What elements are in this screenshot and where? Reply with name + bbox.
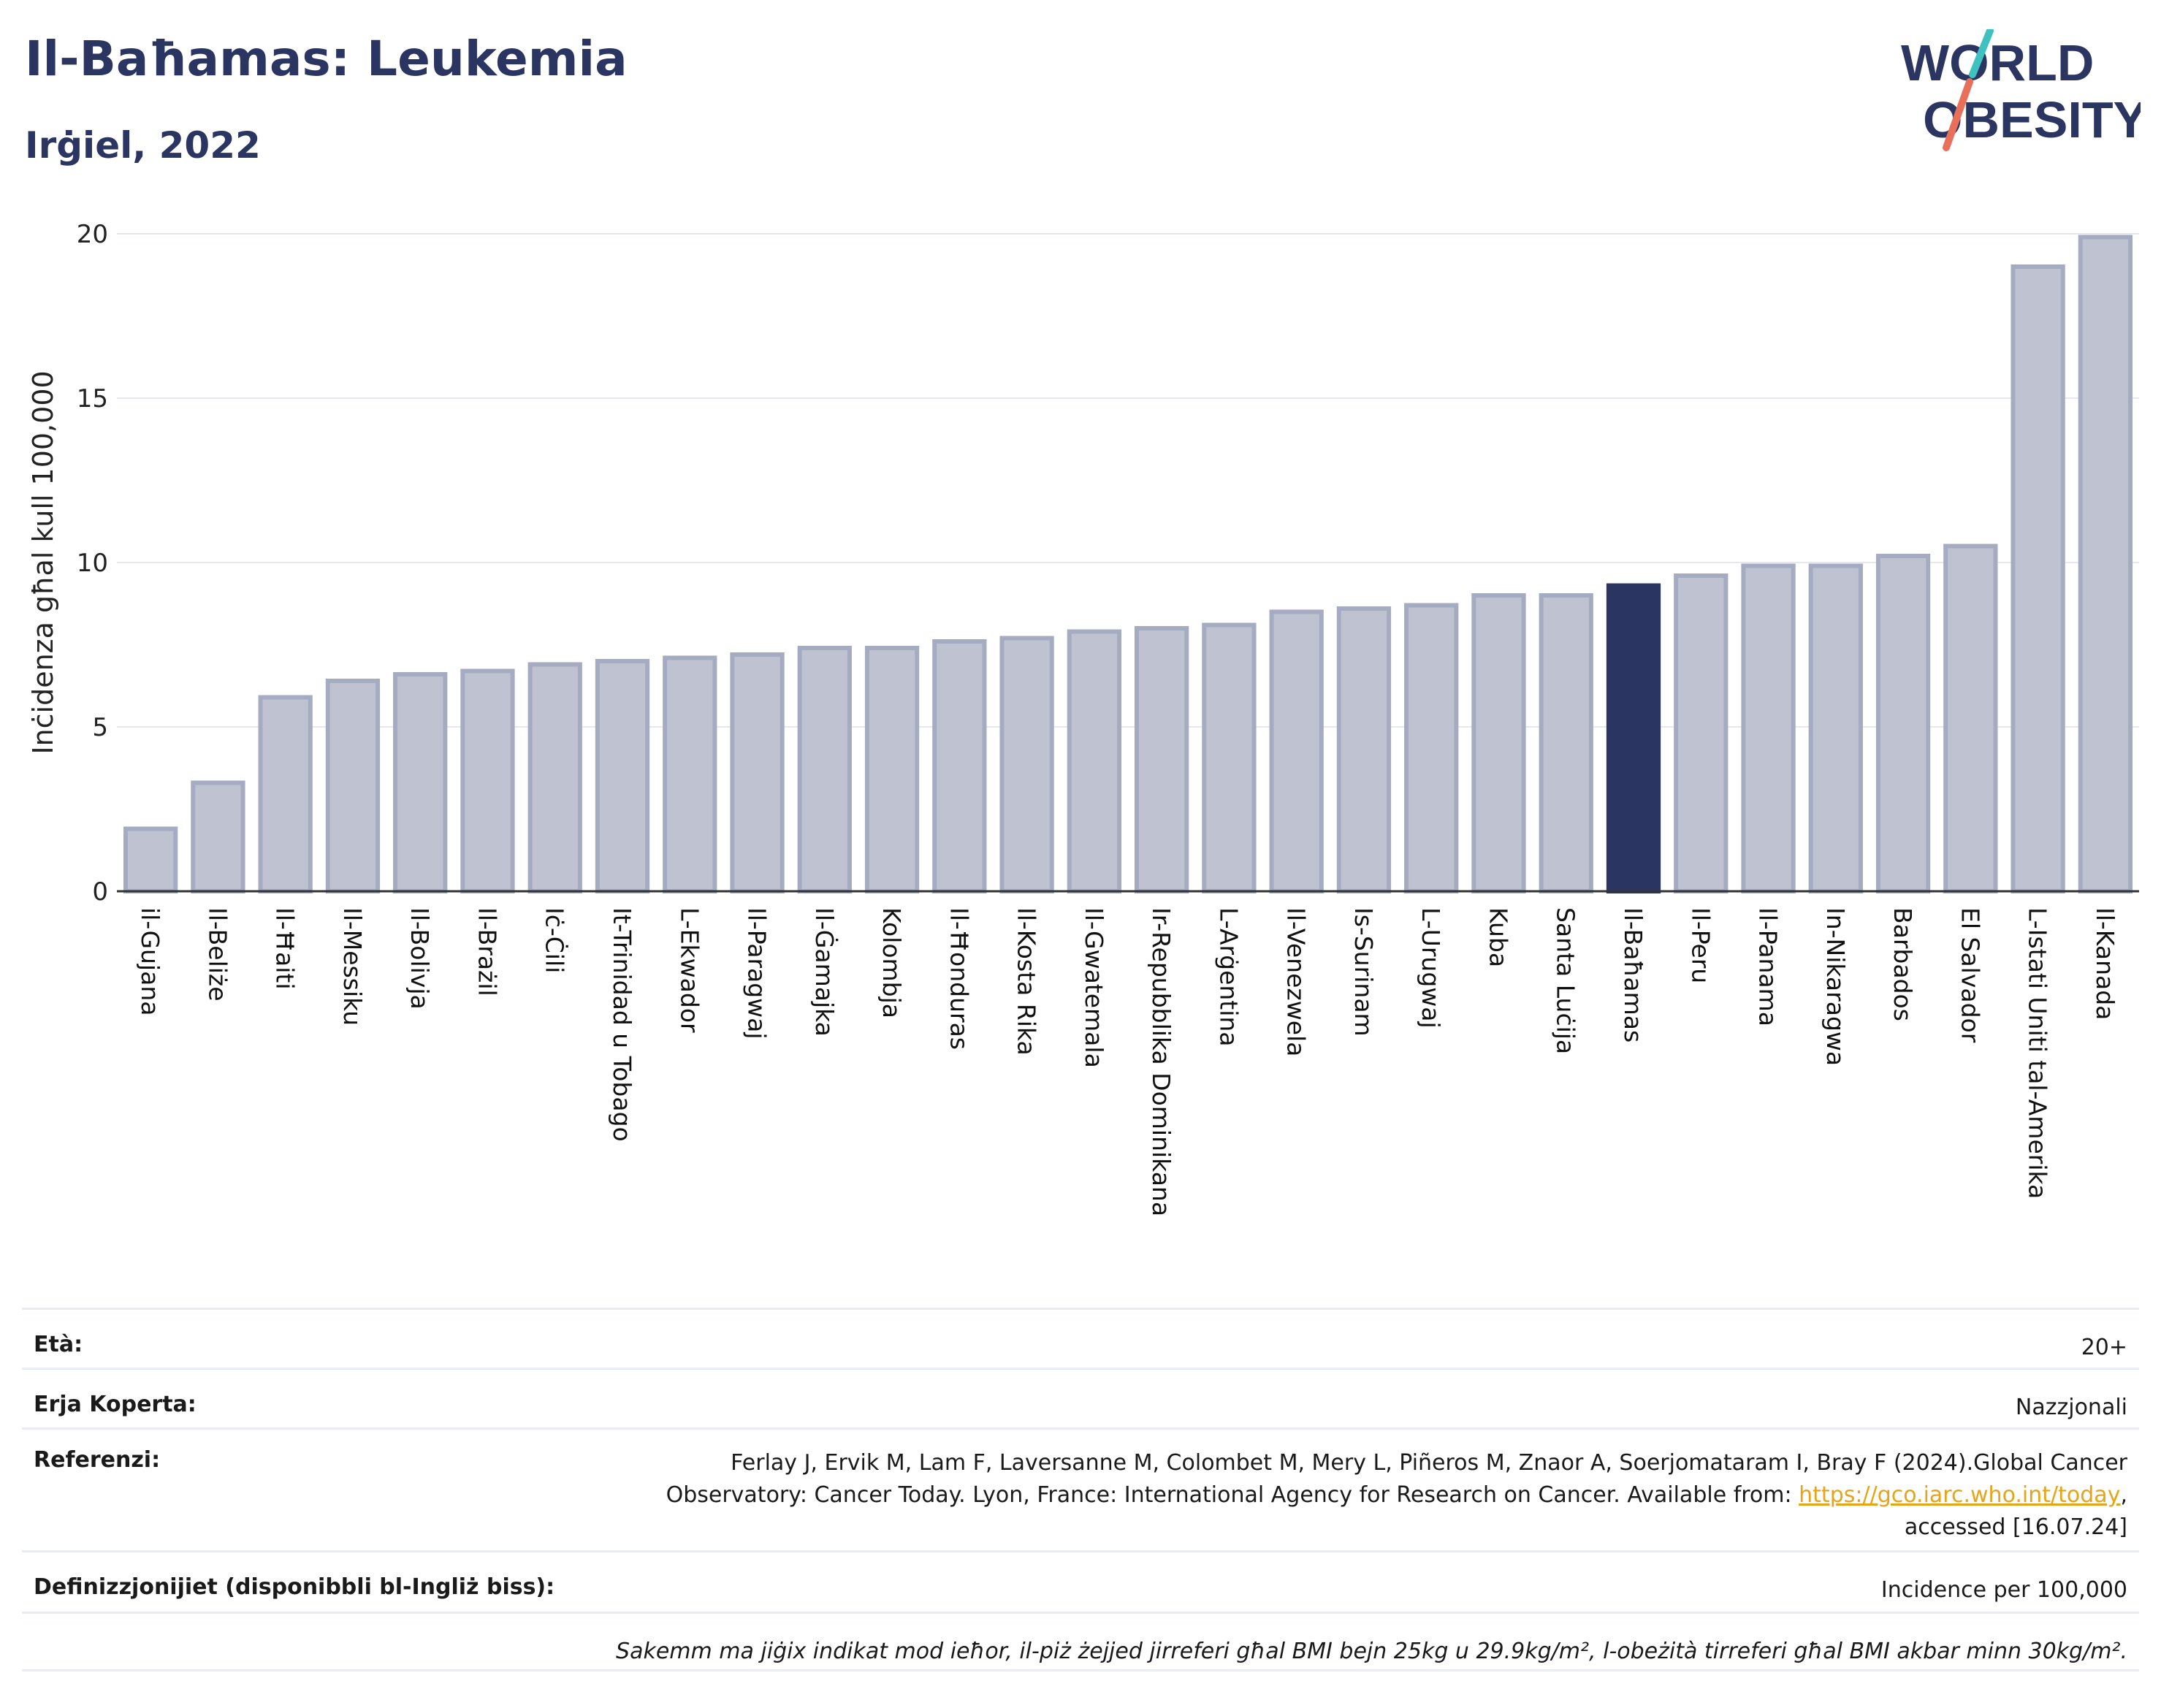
bar [258, 695, 313, 893]
bar [527, 662, 582, 893]
bar [1875, 554, 1931, 893]
x-tick-label: Ir-Repubblika Dominikana [1147, 907, 1175, 1216]
bar [460, 668, 515, 893]
x-tick-label: il-Gujana [136, 907, 164, 1015]
logo-slash-bottom [1943, 78, 1973, 151]
bar [1067, 629, 1122, 893]
bar [1134, 626, 1189, 893]
x-tick-label: Il-Ħonduras [945, 907, 973, 1050]
reference-line-2: Observatory: Cancer Today. Lyon, France:… [666, 1482, 1799, 1508]
x-tick-label: In-Nikaragwa [1821, 907, 1850, 1066]
bar [191, 780, 245, 893]
bar [2011, 264, 2065, 893]
x-tick-label: Il-Ġamajka [810, 907, 839, 1037]
meta-row-note: Sakemm ma jiġix indikat mod ieħor, il-pi… [22, 1612, 2139, 1671]
age-value: 20+ [2081, 1335, 2127, 1360]
chart-grid [117, 233, 2139, 728]
bar [1808, 563, 1863, 893]
reference-line-3: accessed [16.07.24] [1904, 1514, 2127, 1540]
x-tick-label: It-Trinidad u Tobago [608, 907, 636, 1142]
bar [730, 652, 785, 893]
bar [797, 646, 852, 893]
bar [1539, 593, 1593, 893]
definitions-label: Definizzjonijiet (disponibbli bl-Ingliż … [34, 1574, 555, 1600]
x-tick-label: Il-Baħamas [1619, 907, 1647, 1042]
bar [1336, 606, 1392, 893]
page-subtitle: Irġiel, 2022 [25, 124, 261, 167]
y-tick-label: 0 [92, 877, 108, 907]
bar-highlight [1606, 583, 1661, 893]
bar [2078, 235, 2133, 893]
bar [1269, 609, 1324, 893]
meta-row-references: Referenzi: Ferlay J, Ervik M, Lam F, Lav… [22, 1427, 2139, 1550]
y-axis-title: Inċidenza għal kull 100,000 [27, 370, 59, 754]
x-tick-label: El Salvador [1956, 907, 1984, 1043]
bar [663, 655, 717, 893]
x-tick-label: Kolombja [877, 907, 906, 1018]
chart-bars [123, 235, 2133, 893]
references-label: Referenzi: [34, 1447, 161, 1473]
x-tick-label: Is-Surinam [1349, 907, 1378, 1037]
bar [1741, 563, 1796, 893]
meta-row-area: Erja Koperta: Nazzjonali [22, 1368, 2139, 1427]
x-tick-label: Il-Kanada [2091, 907, 2119, 1020]
area-label: Erja Koperta: [34, 1392, 197, 1417]
page-title: Il-Baħamas: Leukemia [25, 31, 628, 87]
x-tick-label: Il-Paragwaj [743, 907, 771, 1040]
bar [595, 659, 650, 893]
x-tick-label: Il-Brażil [473, 907, 501, 996]
bar [1943, 544, 1998, 893]
bar [393, 672, 448, 893]
logo-slash-top [1969, 29, 1994, 78]
x-axis-labels: il-Gujana Il-Beliże Il-Ħaiti Il-Messiku Il-B… [136, 907, 2119, 1216]
logo-text-world: WORLD [1901, 34, 2094, 91]
x-tick-label: Il-Gwatemala [1080, 907, 1108, 1068]
references-value: Ferlay J, Ervik M, Lam F, Laversanne M, … [666, 1447, 2127, 1544]
x-tick-label: Il-Peru [1686, 907, 1715, 983]
x-tick-label: Santa Luċija [1552, 907, 1580, 1054]
x-tick-label: Il-Beliże [203, 907, 232, 1002]
x-tick-label: Il-Panama [1754, 907, 1783, 1026]
x-tick-label: Il-Messiku [338, 907, 367, 1026]
bar [1404, 603, 1459, 893]
bar-chart: 0 5 10 15 20 il-Gujana Il-Beliże Il-Ħaiti Il-Me… [27, 220, 2139, 1216]
x-tick-label: L-Urugwaj [1417, 907, 1445, 1029]
bar [1202, 622, 1257, 893]
footnote: Sakemm ma jiġix indikat mod ieħor, il-pi… [616, 1639, 2127, 1664]
x-tick-label: Kuba [1484, 907, 1512, 967]
metadata-table: Età: 20+ Erja Koperta: Nazzjonali Refere… [22, 1308, 2139, 1671]
x-tick-label: Il-Venezwela [1282, 907, 1311, 1056]
y-tick-label: 15 [77, 384, 108, 413]
bar [864, 646, 920, 893]
y-tick-label: 20 [77, 220, 108, 249]
x-tick-label: L-Istati Uniti tal-Amerika [2024, 907, 2052, 1199]
bar [1471, 593, 1526, 893]
reference-line-1: Ferlay J, Ervik M, Lam F, Laversanne M, … [731, 1450, 2127, 1476]
x-tick-label: Il-Kosta Rika [1013, 907, 1041, 1056]
bar [999, 636, 1054, 893]
meta-row-definitions: Definizzjonijiet (disponibbli bl-Ingliż … [22, 1550, 2139, 1612]
age-label: Età: [34, 1332, 83, 1357]
meta-row-age: Età: 20+ [22, 1308, 2139, 1368]
y-tick-label: 5 [92, 713, 108, 742]
x-tick-label: Barbados [1889, 907, 1917, 1021]
x-tick-label: Iċ-Ċili [541, 907, 570, 973]
x-tick-label: Il-Ħaiti [271, 907, 300, 990]
bar [325, 679, 381, 893]
y-axis-ticks: 0 5 10 15 20 [77, 220, 108, 907]
reference-line-2-end: , [2120, 1482, 2127, 1508]
x-tick-label: L-Ekwador [675, 907, 704, 1033]
bar [123, 826, 178, 893]
definitions-value: Incidence per 100,000 [1880, 1577, 2127, 1603]
bar [1674, 573, 1729, 893]
reference-link[interactable]: https://gco.iarc.who.int/today [1799, 1482, 2121, 1508]
x-tick-label: Il-Bolivja [405, 907, 434, 1010]
area-value: Nazzjonali [2015, 1395, 2127, 1420]
world-obesity-logo: WORLD OBESITY [1901, 29, 2141, 151]
x-tick-label: L-Arġentina [1214, 907, 1243, 1047]
bar [932, 639, 987, 893]
y-tick-label: 10 [77, 549, 108, 578]
